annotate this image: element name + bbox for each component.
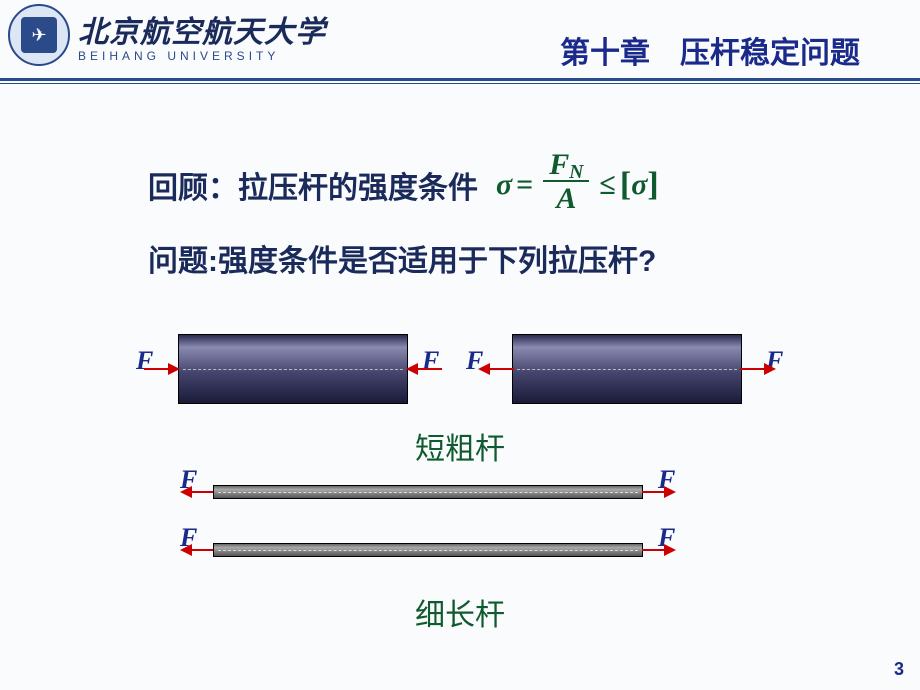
logo-seal-icon: ✈ (8, 4, 70, 66)
centerline (218, 492, 638, 493)
force-arrow-right-icon (740, 363, 776, 375)
sigma-symbol: σ (496, 168, 512, 202)
short-bar-right (512, 334, 742, 404)
long-bar-row-2: F F (198, 543, 658, 573)
force-arrow-left-icon (180, 544, 214, 556)
logo-text: 北京航空航天大学 BEIHANG UNIVERSITY (78, 7, 326, 63)
long-bar-1 (213, 485, 643, 499)
equals-sign: = (516, 168, 533, 202)
long-bar-label: 细长杆 (0, 590, 920, 634)
bracket-sigma: σ (631, 168, 647, 202)
university-name-en: BEIHANG UNIVERSITY (78, 49, 326, 63)
centerline (183, 369, 403, 370)
long-bars-diagram: F F F F (198, 485, 658, 601)
header-rule-thick (0, 78, 920, 81)
denominator: A (550, 182, 582, 215)
force-arrow-right-icon (642, 486, 676, 498)
strength-formula: σ = FN A ≤ [σ] (496, 152, 659, 217)
short-bar-left (178, 334, 408, 404)
chapter-title: 第十章 压杆稳定问题 (560, 28, 860, 72)
fraction: FN A (543, 150, 589, 215)
force-arrow-left-icon (478, 363, 514, 375)
centerline (517, 369, 737, 370)
university-logo: ✈ 北京航空航天大学 BEIHANG UNIVERSITY (8, 4, 326, 66)
slide-header: ✈ 北京航空航天大学 BEIHANG UNIVERSITY 第十章 压杆稳定问题 (0, 0, 920, 78)
rbracket: ] (647, 166, 658, 204)
logo-mark-icon: ✈ (21, 17, 57, 53)
review-line: 回顾：拉压杆的强度条件 σ = FN A ≤ [σ] (148, 152, 659, 217)
numerator: FN (543, 150, 589, 182)
long-bar-row-1: F F (198, 485, 658, 515)
numerator-sub-N: N (569, 162, 583, 183)
force-arrow-left-icon (406, 363, 442, 375)
centerline (218, 550, 638, 551)
numerator-F: F (549, 148, 569, 181)
page-number: 3 (894, 659, 904, 680)
university-name-cn: 北京航空航天大学 (78, 7, 326, 51)
force-arrow-right-icon (642, 544, 676, 556)
force-arrow-left-icon (180, 486, 214, 498)
lbracket: [ (620, 166, 631, 204)
question-line: 问题:强度条件是否适用于下列拉压杆? (148, 236, 656, 280)
le-sign: ≤ (599, 168, 615, 202)
force-arrow-right-icon (144, 363, 180, 375)
header-rule-thin (0, 83, 920, 84)
short-bars-diagram: F F F F (130, 330, 790, 410)
review-label: 回顾：拉压杆的强度条件 (148, 163, 478, 207)
long-bar-2 (213, 543, 643, 557)
short-bar-label: 短粗杆 (0, 424, 920, 468)
